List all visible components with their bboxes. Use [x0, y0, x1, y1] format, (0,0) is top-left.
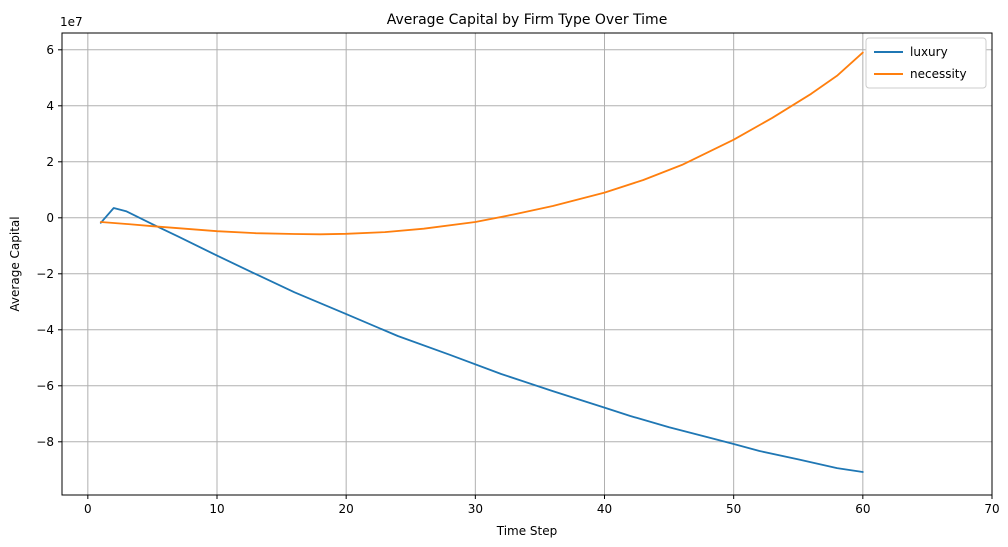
x-tick-label: 10 — [209, 502, 224, 516]
x-tick-label: 40 — [597, 502, 612, 516]
plot-background — [62, 33, 992, 495]
y-tick-label: −4 — [36, 323, 54, 337]
legend-label-necessity: necessity — [910, 67, 967, 81]
series-line-luxury — [99, 207, 864, 473]
y-axis-ticks: −8 −6 −4 −2 0 2 4 6 — [36, 43, 62, 449]
x-axis-label: Time Step — [496, 524, 558, 538]
series-layer — [99, 51, 864, 473]
legend-box — [865, 37, 987, 89]
plot-frame — [61, 32, 993, 496]
y-tick-label: −2 — [36, 267, 54, 281]
y-tick-label: −8 — [36, 435, 54, 449]
x-axis-ticks: 0 10 20 30 40 50 60 70 — [84, 495, 1000, 516]
y-tick-label: −6 — [36, 379, 54, 393]
x-tick-label: 20 — [339, 502, 354, 516]
grid-lines — [62, 33, 993, 495]
y-axis-label: Average Capital — [8, 216, 22, 311]
chart-title: Average Capital by Firm Type Over Time — [387, 12, 668, 28]
x-tick-label: 50 — [726, 502, 741, 516]
y-tick-label: 2 — [46, 155, 54, 169]
legend: luxury necessity — [865, 37, 987, 89]
y-tick-label: 0 — [46, 211, 54, 225]
y-tick-label: 4 — [46, 99, 54, 113]
x-tick-label: 30 — [468, 502, 483, 516]
x-tick-label: 70 — [984, 502, 999, 516]
y-axis-scale-label: 1e7 — [60, 15, 83, 29]
x-tick-label: 0 — [84, 502, 92, 516]
y-tick-label: 6 — [46, 43, 54, 57]
legend-label-luxury: luxury — [910, 45, 948, 59]
x-tick-label: 60 — [855, 502, 870, 516]
series-line-necessity — [99, 51, 864, 236]
